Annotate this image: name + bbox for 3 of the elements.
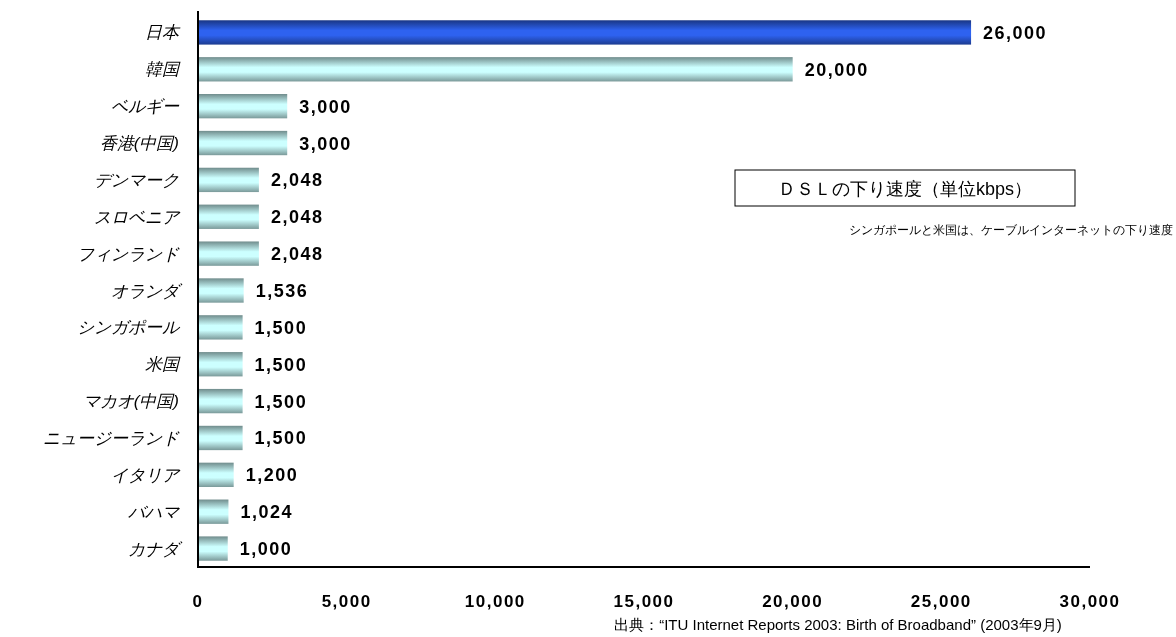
title: ＤＳＬの下り速度（単位kbps）: [778, 179, 1032, 199]
annotation: シンガポールと米国は、ケーブルインターネットの下り速度: [849, 223, 1173, 237]
annotation: 出典：“ITU Internet Reports 2003: Birth of Broadband” (2003年9月): [614, 616, 1062, 633]
